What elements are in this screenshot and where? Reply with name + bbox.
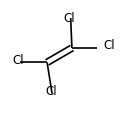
Text: Cl: Cl bbox=[64, 12, 75, 25]
Text: Cl: Cl bbox=[12, 54, 24, 66]
Text: Cl: Cl bbox=[103, 39, 115, 52]
Text: Cl: Cl bbox=[45, 85, 57, 98]
